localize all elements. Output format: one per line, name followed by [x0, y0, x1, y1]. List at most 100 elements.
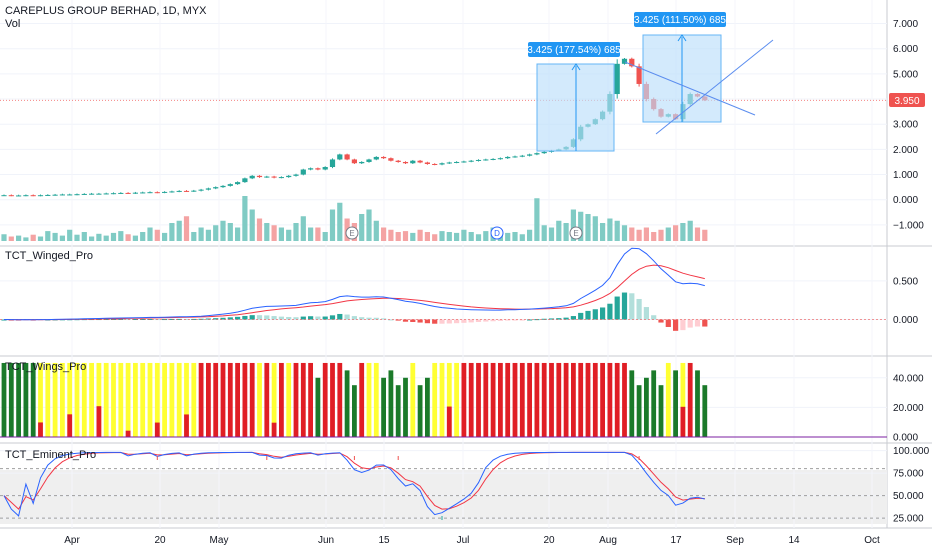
- candle[interactable]: [322, 167, 328, 170]
- candle[interactable]: [271, 176, 277, 178]
- candle[interactable]: [366, 159, 372, 162]
- candle[interactable]: [315, 168, 321, 170]
- wings-pane[interactable]: [0, 362, 887, 438]
- candle[interactable]: [432, 163, 438, 165]
- candle[interactable]: [344, 154, 350, 160]
- candle[interactable]: [176, 190, 182, 192]
- winged-pane[interactable]: [0, 247, 887, 331]
- candle[interactable]: [213, 187, 219, 189]
- candle[interactable]: [446, 162, 452, 164]
- candle[interactable]: [300, 169, 306, 175]
- event-marker[interactable]: E: [569, 226, 583, 240]
- candle[interactable]: [235, 182, 241, 185]
- histogram-bar: [264, 315, 270, 320]
- candle[interactable]: [490, 158, 496, 160]
- candle[interactable]: [461, 161, 467, 163]
- candle[interactable]: [534, 153, 540, 155]
- candle[interactable]: [183, 190, 190, 192]
- eminent-pane[interactable]: [0, 451, 887, 520]
- candle[interactable]: [1, 195, 7, 197]
- candle[interactable]: [256, 175, 263, 178]
- candle[interactable]: [497, 158, 503, 160]
- candle[interactable]: [154, 192, 160, 194]
- candle[interactable]: [402, 161, 409, 164]
- candle[interactable]: [337, 154, 343, 160]
- candle[interactable]: [454, 161, 460, 163]
- candle[interactable]: [220, 185, 226, 188]
- trend-line[interactable]: [624, 61, 756, 116]
- candle[interactable]: [410, 160, 416, 164]
- candle[interactable]: [614, 63, 620, 95]
- candle[interactable]: [8, 195, 14, 197]
- candle[interactable]: [30, 195, 36, 197]
- candle[interactable]: [388, 158, 394, 161]
- candle[interactable]: [475, 159, 482, 161]
- candle[interactable]: [329, 159, 336, 168]
- candle[interactable]: [512, 156, 518, 158]
- measure-annotation[interactable]: 3.425 (177.54%) 685: [527, 42, 621, 152]
- wings-bar: [30, 362, 36, 438]
- candle[interactable]: [162, 191, 168, 193]
- candle[interactable]: [23, 195, 29, 197]
- candle[interactable]: [132, 192, 138, 194]
- candle[interactable]: [249, 175, 255, 179]
- histogram-bar: [592, 309, 598, 320]
- candle[interactable]: [147, 192, 153, 194]
- candle[interactable]: [67, 194, 73, 196]
- candle[interactable]: [96, 193, 102, 195]
- volume-bar: [592, 216, 598, 241]
- candle[interactable]: [198, 189, 204, 191]
- measure-annotation[interactable]: 3.425 (111.50%) 685: [634, 12, 726, 123]
- histogram-bar: [235, 316, 241, 320]
- candle[interactable]: [140, 192, 146, 194]
- candle[interactable]: [45, 194, 51, 196]
- candle[interactable]: [373, 156, 379, 160]
- candle[interactable]: [89, 193, 95, 195]
- candle[interactable]: [191, 190, 197, 192]
- histogram-bar: [410, 319, 416, 322]
- candle[interactable]: [351, 159, 357, 164]
- candle[interactable]: [118, 192, 124, 194]
- candle[interactable]: [205, 188, 211, 190]
- candle[interactable]: [308, 168, 314, 170]
- candle[interactable]: [16, 195, 22, 197]
- candle[interactable]: [242, 178, 248, 183]
- candle[interactable]: [359, 161, 365, 164]
- trend-line[interactable]: [655, 39, 774, 135]
- candle[interactable]: [293, 174, 299, 176]
- candle[interactable]: [505, 156, 511, 159]
- candle[interactable]: [439, 163, 445, 165]
- histogram-bar: [629, 293, 635, 320]
- time-axis[interactable]: Apr 20 May Jun 15 Jul 20 Aug 17 Sep 14 Oct: [64, 535, 880, 546]
- candle[interactable]: [37, 195, 44, 197]
- candle[interactable]: [264, 176, 270, 178]
- candle[interactable]: [278, 177, 284, 179]
- candle[interactable]: [125, 192, 131, 194]
- candle[interactable]: [395, 160, 401, 162]
- candle[interactable]: [59, 194, 65, 196]
- candle[interactable]: [541, 151, 547, 154]
- candle[interactable]: [81, 193, 87, 195]
- candle[interactable]: [286, 175, 292, 178]
- candle[interactable]: [527, 154, 533, 156]
- y-tick-label: 1.000: [893, 170, 918, 181]
- candle[interactable]: [381, 156, 387, 159]
- candle[interactable]: [103, 193, 109, 195]
- event-marker[interactable]: E: [345, 226, 359, 240]
- histogram-bar: [600, 307, 606, 320]
- candle[interactable]: [483, 159, 489, 161]
- candle[interactable]: [74, 194, 80, 196]
- candle[interactable]: [52, 194, 58, 196]
- candle[interactable]: [621, 58, 628, 64]
- candle[interactable]: [227, 184, 233, 186]
- candle[interactable]: [629, 58, 635, 67]
- candle[interactable]: [424, 162, 430, 164]
- candle[interactable]: [636, 66, 642, 84]
- candle[interactable]: [468, 160, 474, 162]
- event-marker[interactable]: D: [490, 226, 504, 240]
- candle[interactable]: [417, 160, 423, 163]
- candle[interactable]: [169, 191, 175, 193]
- candle[interactable]: [110, 193, 117, 195]
- candle[interactable]: [519, 155, 525, 157]
